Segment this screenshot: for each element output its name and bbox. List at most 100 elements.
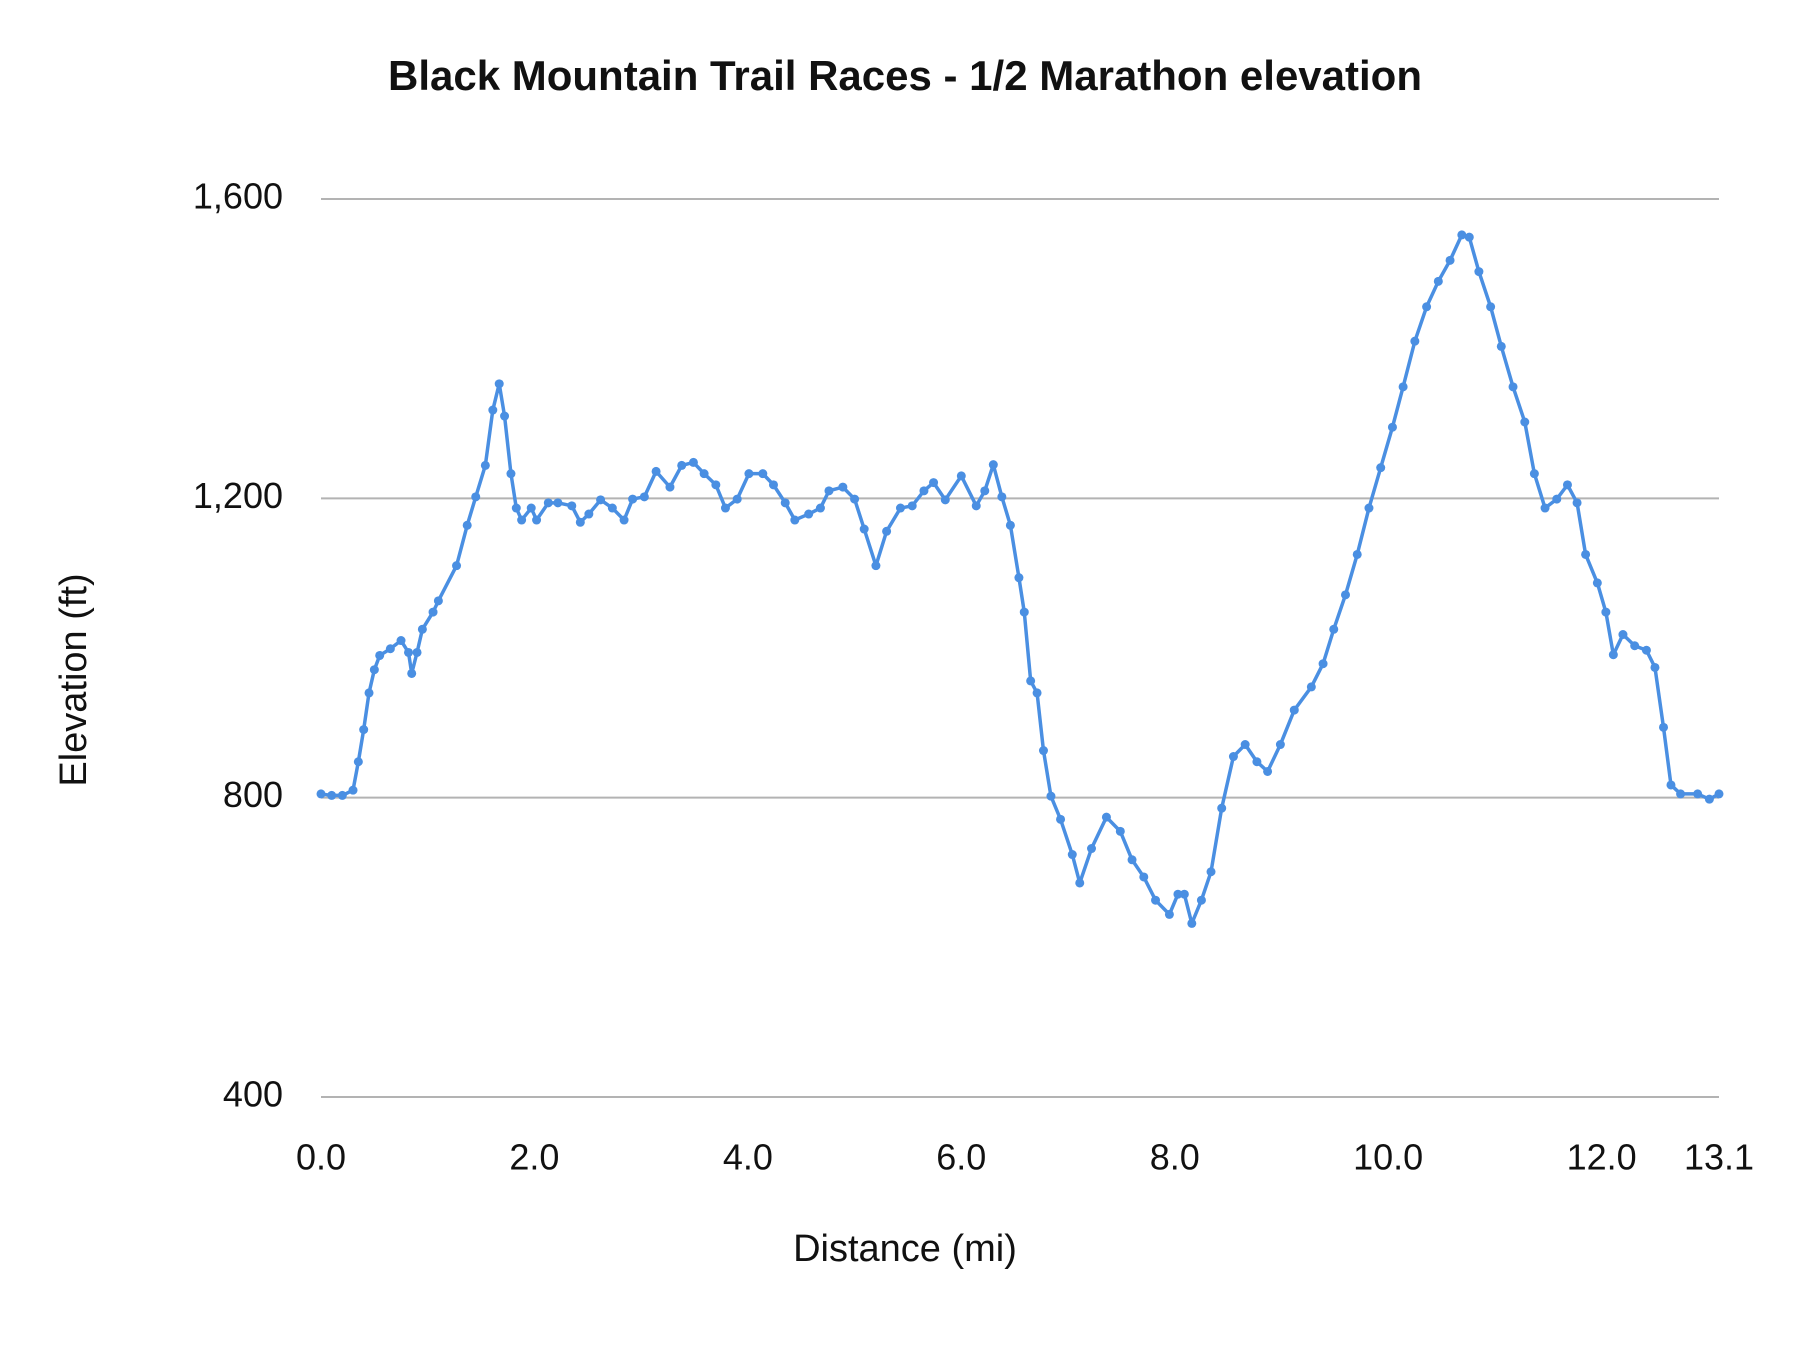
point (412, 647, 422, 657)
point (1608, 650, 1618, 660)
point (1457, 230, 1467, 240)
point (907, 501, 917, 511)
point (1659, 722, 1669, 732)
point (500, 411, 510, 421)
point (720, 503, 730, 513)
point (1445, 255, 1455, 265)
point (838, 482, 848, 492)
point (780, 498, 790, 508)
point (1540, 503, 1550, 513)
point (1520, 417, 1530, 427)
point (353, 757, 363, 767)
point (532, 515, 542, 525)
point (407, 668, 417, 678)
point (1067, 850, 1077, 860)
point (1038, 746, 1048, 756)
point (699, 469, 709, 479)
point (517, 515, 527, 525)
point (997, 492, 1007, 502)
y-axis-label: Elevation (ft) (53, 573, 95, 786)
x-tick-label: 2.0 (509, 1137, 559, 1178)
point (1005, 520, 1015, 530)
point (971, 501, 981, 511)
point (607, 503, 617, 513)
point (859, 524, 869, 534)
y-tick-label: 400 (223, 1074, 283, 1115)
point (919, 486, 929, 496)
point (1387, 422, 1397, 432)
point (850, 494, 860, 504)
point (790, 515, 800, 525)
point (1151, 895, 1161, 905)
x-tick-label: 6.0 (936, 1137, 986, 1178)
point (758, 469, 768, 479)
point (1173, 889, 1183, 899)
point (462, 520, 472, 530)
point (956, 471, 966, 481)
point (494, 379, 504, 389)
point (417, 624, 427, 634)
point (1179, 889, 1189, 899)
point (1115, 826, 1125, 836)
point (316, 789, 326, 799)
point (1562, 480, 1572, 490)
x-tick-label: 4.0 (723, 1137, 773, 1178)
point (1019, 607, 1029, 617)
point (1275, 740, 1285, 750)
point (480, 460, 490, 470)
point (980, 486, 990, 496)
point (1486, 302, 1496, 312)
point (639, 492, 649, 502)
point (895, 503, 905, 513)
point (1714, 789, 1724, 799)
point (1329, 624, 1339, 634)
x-axis-label: Distance (mi) (793, 1228, 1017, 1270)
point (882, 526, 892, 536)
point (1306, 682, 1316, 692)
point (628, 494, 638, 504)
point (1026, 676, 1036, 686)
point (1666, 780, 1676, 790)
point (768, 480, 778, 490)
point (428, 607, 438, 617)
point (359, 725, 369, 735)
point (488, 405, 498, 415)
point (471, 492, 481, 502)
x-tick-label: 10.0 (1353, 1137, 1423, 1178)
point (688, 457, 698, 467)
point (1164, 909, 1174, 919)
point (815, 503, 825, 513)
point (1352, 549, 1362, 559)
point (506, 469, 516, 479)
point (327, 790, 337, 800)
point (871, 561, 881, 571)
point (1704, 794, 1714, 804)
point (929, 478, 939, 488)
point (1087, 844, 1097, 854)
point (337, 790, 347, 800)
chart-title: Black Mountain Trail Races - 1/2 Maratho… (388, 52, 1422, 99)
point (940, 495, 950, 505)
point (1289, 705, 1299, 715)
point (1422, 302, 1432, 312)
point (1496, 341, 1506, 351)
point (364, 688, 374, 698)
point (1592, 578, 1602, 588)
point (543, 498, 553, 508)
point (1056, 814, 1066, 824)
point (711, 480, 721, 490)
point (1572, 498, 1582, 508)
point (1240, 740, 1250, 750)
point (452, 561, 462, 571)
point (1032, 688, 1042, 698)
point (584, 509, 594, 519)
point (744, 469, 754, 479)
x-tick-label: 13.1 (1684, 1137, 1754, 1178)
point (553, 498, 563, 508)
x-tick-label: 8.0 (1150, 1137, 1200, 1178)
point (1552, 494, 1562, 504)
point (1046, 791, 1056, 801)
point (1398, 382, 1408, 392)
point (1252, 757, 1262, 767)
